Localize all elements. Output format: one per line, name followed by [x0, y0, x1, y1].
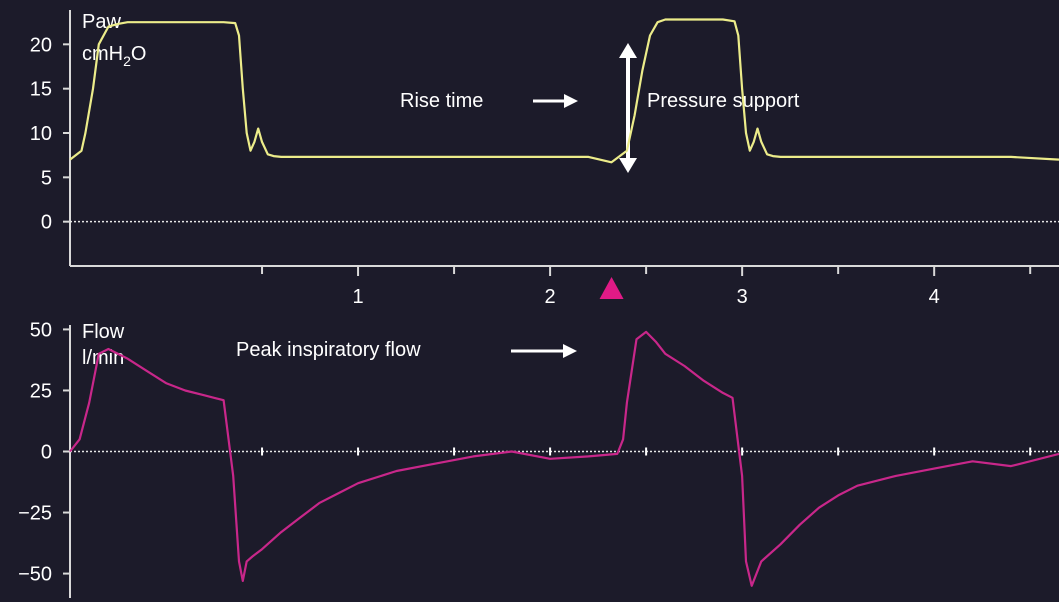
paw-y-tick-label: 10	[30, 123, 52, 145]
paw-axis-title: Paw	[82, 11, 121, 33]
flow-axis-title: Flow	[82, 321, 125, 343]
paw-y-tick-label: 0	[41, 212, 52, 234]
paw-x-tick-label: 4	[929, 286, 940, 308]
flow-trace	[69, 330, 1059, 587]
paw-x-tick-label: 2	[545, 286, 556, 308]
breath-trigger-marker	[599, 277, 624, 299]
paw-trace	[69, 18, 1059, 164]
flow-unit-label: l/min	[82, 347, 124, 369]
rise-time-label: Rise time	[400, 90, 483, 112]
pressure-support-label: Pressure support	[647, 90, 800, 112]
peak-flow-arrow	[511, 344, 577, 358]
flow-y-tick-label: −50	[18, 564, 52, 586]
flow-y-tick-label: 0	[41, 442, 52, 464]
peak-inspiratory-flow-label: Peak inspiratory flow	[236, 339, 421, 361]
paw-y-tick-label: 5	[41, 167, 52, 189]
flow-y-tick-label: 25	[30, 380, 52, 402]
paw-x-tick-label: 1	[352, 286, 363, 308]
paw-unit-label: cmH2O	[82, 43, 146, 69]
flow-y-tick-label: −25	[18, 503, 52, 525]
paw-y-tick-label: 20	[30, 34, 52, 56]
paw-y-tick-label: 15	[30, 79, 52, 101]
flow-y-tick-label: 50	[30, 319, 52, 341]
paw-x-tick-label: 3	[737, 286, 748, 308]
rise-time-arrow	[533, 94, 578, 108]
